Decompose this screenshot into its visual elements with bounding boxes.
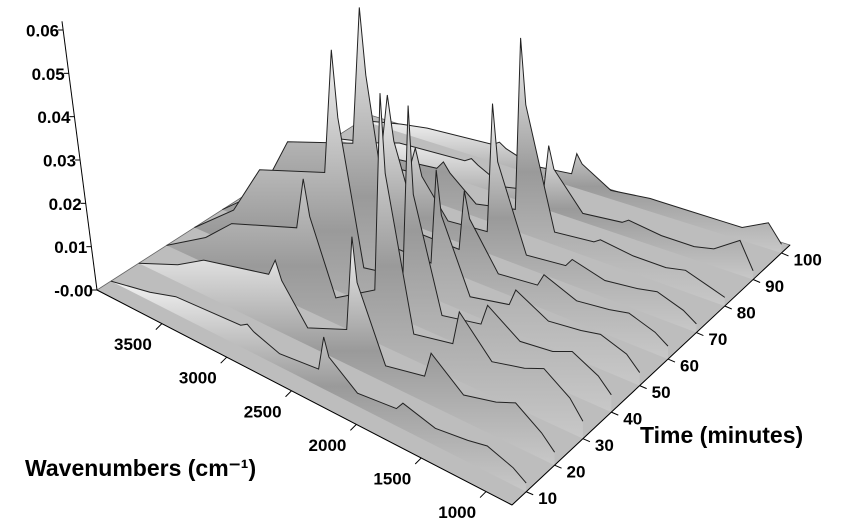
y-tick [525,491,534,496]
y-tick-label: 20 [567,463,586,482]
y-axis [511,244,791,506]
z-tick-label: 0.02 [49,195,82,214]
y-tick-label: 10 [538,489,557,508]
x-tick [479,491,487,498]
x-axis [96,289,513,506]
y-tick-label: 40 [623,410,642,429]
spectrum [305,37,726,298]
x-tick-label: 2000 [309,436,347,455]
y-tick [696,332,704,337]
y-tick [582,438,591,443]
z-tick-label: 0.05 [32,65,65,84]
y-tick-label: 80 [737,304,756,323]
spectrum [361,119,782,245]
y-tick-label: 50 [652,383,671,402]
x-tick-label: 1000 [438,503,476,519]
y-tick [554,464,562,469]
spectrum [194,49,612,396]
z-tick-label: 0.01 [54,238,87,257]
spectrum [138,236,556,453]
x-tick-label: 3000 [179,369,217,388]
y-tick [639,385,647,390]
y-tick [724,305,732,310]
x-axis-title: Wavenumbers (cm⁻¹) [25,455,256,481]
y-tick [611,411,619,416]
slice-fill [361,120,782,253]
y-axis-title: Time (minutes) [640,422,803,448]
y-tick [752,279,761,283]
y-tick-label: 30 [595,436,614,455]
y-tick [667,358,676,363]
x-tick-label: 3500 [114,335,152,354]
z-tick-label: 0.03 [43,151,76,170]
y-tick-label: 70 [708,330,727,349]
x-tick [414,457,422,465]
slice-fill [138,236,555,466]
x-tick [285,390,292,398]
x-tick [155,323,163,330]
y-tick-label: 90 [765,277,784,296]
x-tick [350,424,357,431]
spectrum [110,280,527,484]
x-tick-label: 2500 [244,402,282,421]
x-tick [220,356,228,364]
slice-fill [278,103,697,333]
slice-fill [110,281,527,492]
z-tick-label: 0.06 [26,21,59,40]
y-tick-label: 100 [793,250,821,269]
z-tick-label: 0.04 [37,108,71,127]
slice-fill [166,93,583,439]
y-tick [781,252,789,257]
spectrum [166,93,584,422]
spectrum [333,137,754,271]
x-tick-label: 1500 [373,469,411,488]
z-axis [61,21,98,291]
z-tick-label: -0.00 [54,281,93,300]
y-tick-label: 60 [680,357,699,376]
